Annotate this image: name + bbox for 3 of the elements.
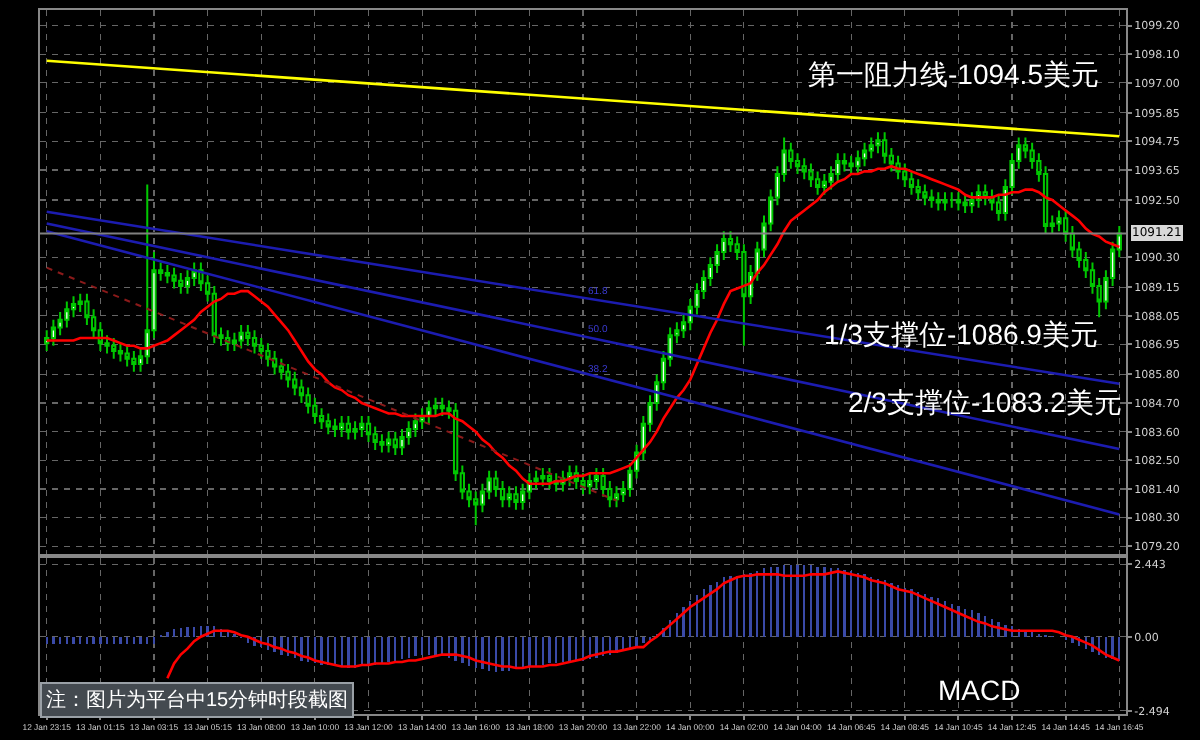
annotation: 注：图片为平台中15分钟时段截图: [46, 688, 349, 712]
annotation: MACD: [938, 674, 1021, 706]
annotation: 第一阻力线-1094.5美元: [808, 58, 1099, 90]
